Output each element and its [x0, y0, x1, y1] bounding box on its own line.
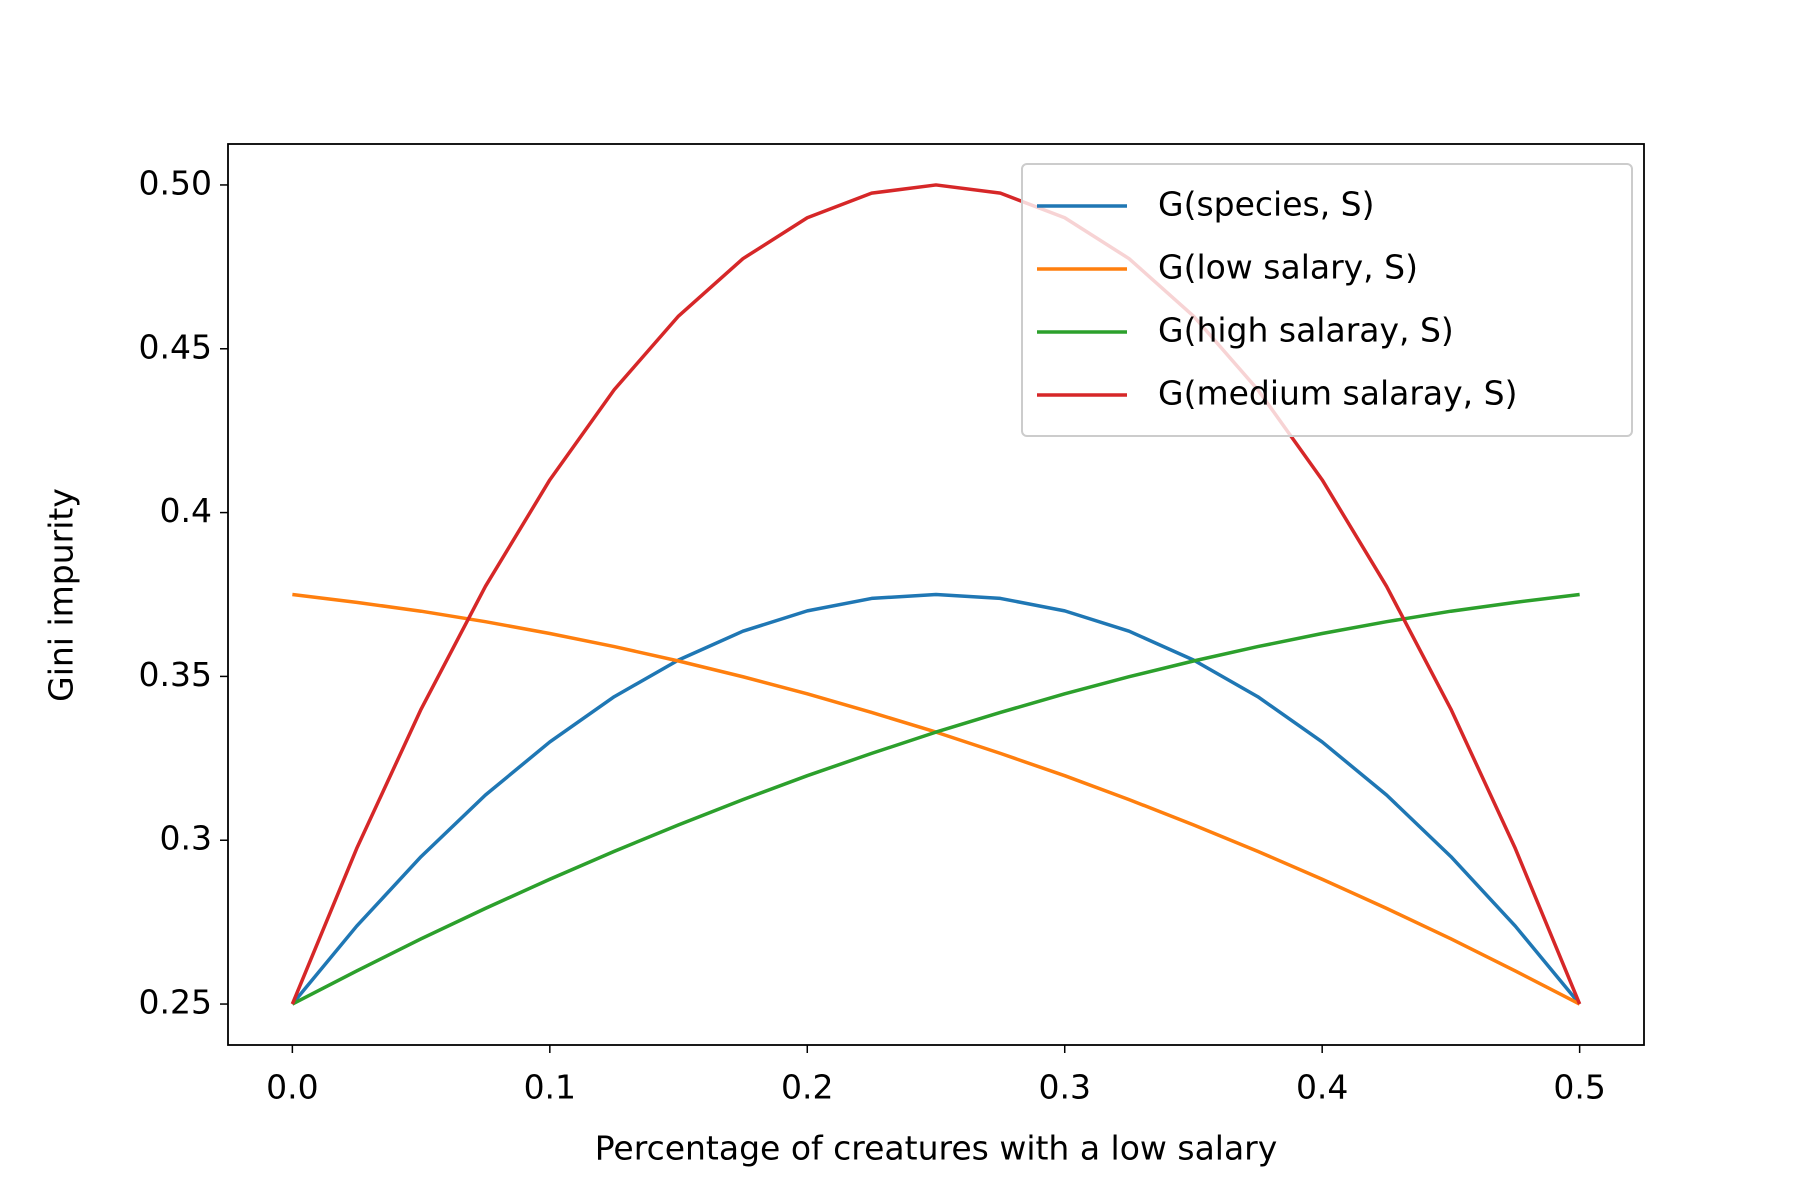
legend-label: G(medium salaray, S)	[1158, 374, 1518, 413]
y-tick-label: 0.25	[139, 983, 212, 1022]
legend-label: G(high salaray, S)	[1158, 311, 1454, 350]
legend: G(species, S) G(low salary, S) G(high sala…	[1021, 163, 1633, 437]
x-tick-label: 0.3	[1038, 1068, 1090, 1107]
legend-label: G(species, S)	[1158, 185, 1375, 224]
x-tick-label: 0.4	[1296, 1068, 1348, 1107]
y-tick-label: 0.35	[139, 655, 212, 694]
plot-frame	[227, 143, 1645, 1046]
y-tick-label: 0.45	[139, 327, 212, 366]
x-tick-label: 0.1	[524, 1068, 576, 1107]
x-tick-label: 0.2	[781, 1068, 833, 1107]
line-series	[291, 592, 1580, 1006]
line-series	[291, 592, 1581, 1006]
x-tick-label: 0.5	[1553, 1068, 1605, 1107]
y-tick-label: 0.50	[139, 163, 212, 202]
legend-box	[1021, 163, 1633, 437]
x-tick-label: 0.0	[266, 1068, 318, 1107]
y-tick-label: 0.3	[160, 819, 212, 858]
y-tick-label: 0.4	[160, 491, 212, 530]
legend-label: G(low salary, S)	[1158, 248, 1418, 287]
y-axis-label: Gini impurity	[42, 488, 81, 702]
x-axis-label: Percentage of creatures with a low salar…	[595, 1129, 1278, 1168]
line-series	[290, 183, 1582, 1005]
